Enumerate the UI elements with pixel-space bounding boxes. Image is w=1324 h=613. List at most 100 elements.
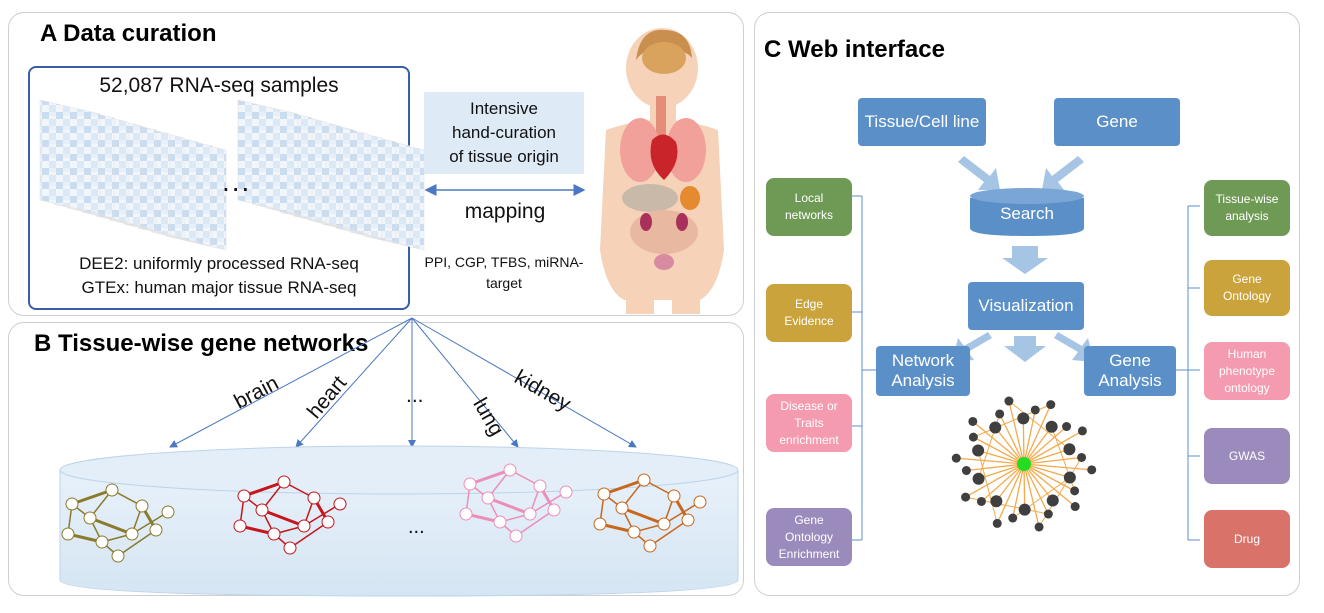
network-node	[105, 483, 119, 497]
tissue-network	[593, 473, 707, 553]
network-node	[283, 541, 297, 555]
network-node	[321, 515, 335, 529]
gene-ontology-line-2: Ontology	[1222, 289, 1272, 303]
graph-edge	[1023, 404, 1052, 465]
graph-edge	[966, 463, 1025, 472]
network-node	[233, 519, 247, 533]
graph-edge	[977, 450, 998, 524]
network-node	[493, 515, 507, 529]
go-enrichment-line-3: Enrichment	[778, 546, 840, 561]
graph-edge	[973, 436, 1025, 465]
graph-node	[1077, 452, 1087, 462]
tissue-wise-line-1: Tissue-wise	[1215, 192, 1279, 206]
go-enrichment-line-2: Ontology	[784, 529, 833, 544]
network-node	[681, 513, 695, 527]
network-node	[637, 473, 651, 487]
network-node	[533, 479, 547, 493]
network-node	[237, 489, 251, 503]
graph-node	[1030, 405, 1040, 415]
hpo-line-2: phenotype	[1218, 363, 1276, 378]
graph-node	[1046, 400, 1056, 410]
dee2-label: DEE2: uniformly processed RNA-seq	[79, 254, 359, 273]
graph-node	[968, 416, 978, 426]
network-node	[333, 497, 347, 511]
visualization-box: Visualization	[968, 282, 1084, 330]
network-edge	[303, 503, 341, 527]
gwas-label: GWAS	[1228, 448, 1266, 463]
tissue-wise-analysis-box: Tissue-wise analysis	[1204, 180, 1290, 236]
graph-edge	[995, 463, 1025, 502]
panel-c-title: C Web interface	[764, 36, 945, 63]
network-node	[643, 539, 657, 553]
graph-node	[1034, 522, 1044, 532]
graph-edge	[1023, 409, 1036, 465]
panel-a-title: A Data curation	[40, 20, 217, 47]
network-analysis-line-2: Analysis	[891, 371, 955, 390]
network-node	[597, 487, 611, 501]
sources-label: PPI, CGP, TFBS, miRNA- target	[420, 252, 588, 294]
network-node	[559, 485, 573, 499]
network-node	[481, 491, 495, 505]
network-node	[111, 549, 125, 563]
go-enrichment-box: Gene Ontology Enrichment	[766, 508, 852, 566]
graph-edge	[1008, 400, 1070, 450]
network-node	[65, 497, 79, 511]
mapping-label: mapping	[464, 200, 546, 223]
rna-seq-samples-box: 52,087 RNA-seq samples DEE2: uniformly p…	[28, 66, 410, 310]
network-node	[693, 495, 707, 509]
network-node	[657, 517, 671, 531]
network-edge	[529, 491, 567, 515]
network-node	[547, 503, 561, 517]
network-node	[149, 523, 163, 537]
network-analysis-box: Network Analysis	[876, 346, 970, 396]
graph-node	[951, 453, 961, 463]
network-node	[297, 519, 311, 533]
graph-edge	[1008, 400, 1025, 465]
network-node	[667, 489, 681, 503]
network-analysis-line-1: Network	[891, 351, 955, 370]
disease-line-2: Traits	[794, 415, 824, 430]
network-edge	[261, 508, 305, 528]
curation-line-1: Intensive	[469, 99, 539, 118]
network-node	[161, 505, 175, 519]
network-node	[627, 525, 641, 539]
network-edge	[515, 509, 555, 537]
graph-edge	[981, 463, 1025, 502]
network-node	[95, 535, 109, 549]
graph-hub-node	[1017, 457, 1031, 471]
graph-edge	[1022, 418, 1025, 465]
graph-edge	[1023, 430, 1083, 465]
graph-node	[976, 496, 986, 506]
graph-node	[1070, 486, 1080, 496]
hpo-line-1: Human	[1227, 346, 1267, 361]
local-networks-line-1: Local	[794, 191, 824, 205]
graph-edge	[1023, 448, 1070, 465]
graph-node	[1070, 502, 1080, 512]
network-edge	[243, 480, 285, 498]
graph-node	[1017, 412, 1030, 425]
graph-edge	[1023, 463, 1054, 501]
network-edge	[649, 519, 689, 547]
search-label: Search	[1000, 204, 1054, 223]
graph-edge	[1023, 463, 1071, 479]
graph-node	[1063, 443, 1076, 456]
graph-node	[1077, 426, 1087, 436]
gene-analysis-line-1: Gene	[1109, 351, 1151, 370]
network-edge	[487, 496, 531, 516]
graph-node	[1018, 503, 1031, 516]
network-node	[125, 527, 139, 541]
samples-count-label: 52,087 RNA-seq samples	[99, 74, 339, 97]
graph-edge	[994, 427, 1025, 465]
sources-line-2: target	[486, 275, 522, 291]
graph-edge	[1023, 463, 1076, 508]
network-node	[615, 501, 629, 515]
gene-analysis-line-2: Analysis	[1098, 371, 1162, 390]
network-node	[509, 529, 523, 543]
local-networks-box: Local networks	[766, 178, 852, 236]
graph-node	[990, 495, 1003, 508]
network-edge	[663, 501, 701, 525]
graph-node	[1004, 396, 1014, 406]
